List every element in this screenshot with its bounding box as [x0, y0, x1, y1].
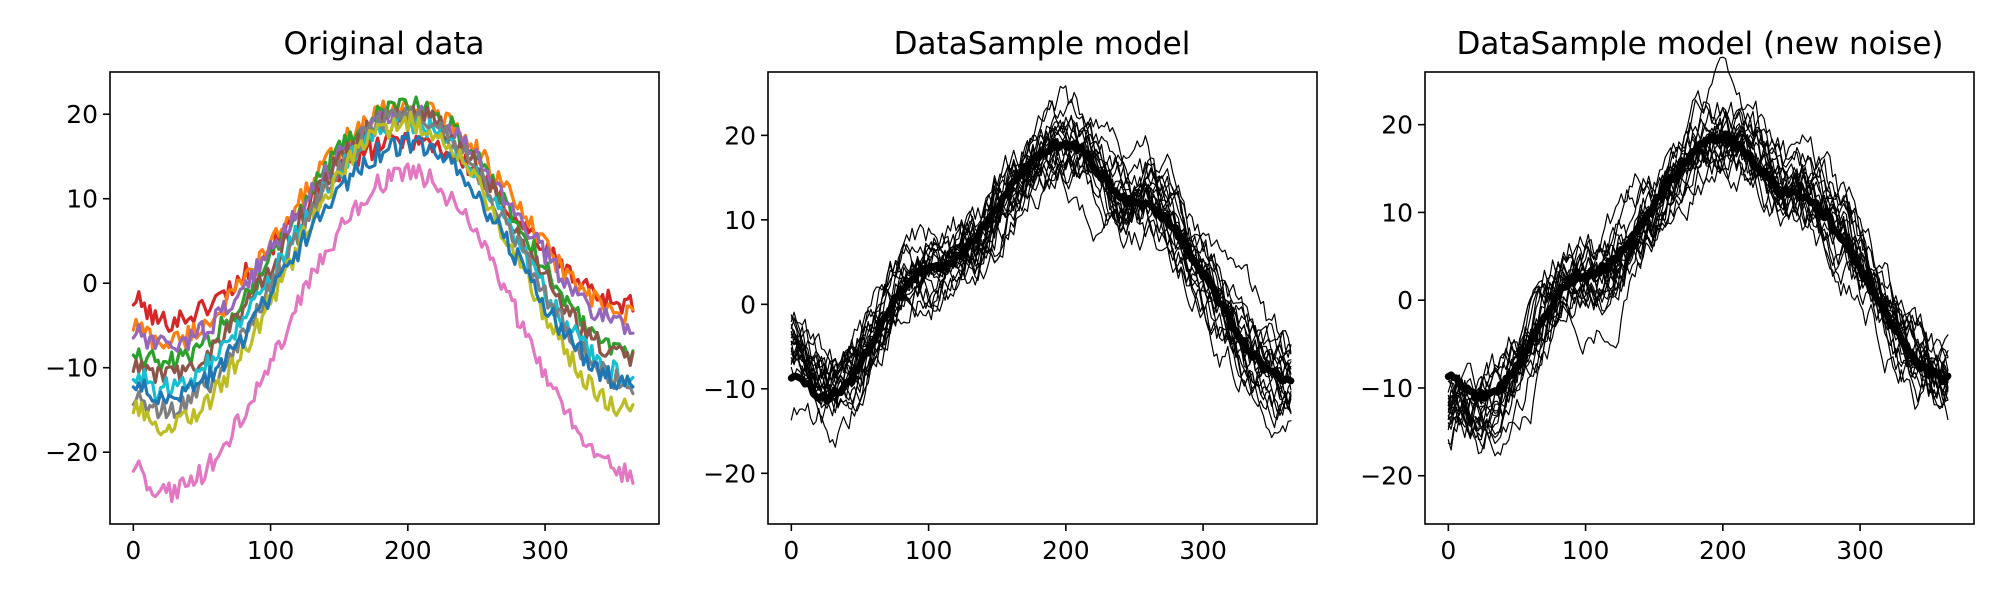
- y-tick-label: 0: [82, 269, 98, 298]
- x-tick-label: 300: [521, 536, 569, 565]
- y-tick-label: 10: [66, 185, 98, 214]
- sample-line: [790, 167, 1292, 421]
- series-layer: [787, 85, 1295, 448]
- panel-original-data: Original data 0 100 200 300 −20 −10 0 10 20: [45, 26, 660, 565]
- y-tick-label: −20: [703, 459, 756, 488]
- x-tick-label: 200: [1042, 536, 1090, 565]
- plot-frame: [1424, 71, 1975, 525]
- y-tick-label: 0: [740, 290, 756, 319]
- ticks-layer: 0 100 200 300 −20 −10 0 10 20: [703, 121, 1227, 565]
- sample-line: [790, 147, 1292, 404]
- y-tick-label: 20: [724, 121, 756, 150]
- series-layer: [1444, 56, 1952, 457]
- series-layer: [131, 95, 635, 504]
- x-tick-label: 0: [783, 536, 799, 565]
- x-tick-label: 100: [905, 536, 953, 565]
- y-tick-label: −10: [45, 354, 98, 383]
- ticks-layer: 0 100 200 300 −20 −10 0 10 20: [45, 100, 569, 565]
- x-tick-label: 200: [1699, 536, 1747, 565]
- series-line: [131, 162, 635, 504]
- ticks-layer: 0 100 200 300 −20 −10 0 10 20: [1360, 111, 1884, 565]
- series-line: [131, 130, 635, 333]
- y-tick-label: 20: [66, 100, 98, 129]
- y-tick-label: 0: [1397, 286, 1413, 315]
- series-line: [131, 131, 635, 406]
- x-tick-label: 0: [1440, 536, 1456, 565]
- plot-frame: [767, 71, 1318, 525]
- sample-line: [790, 143, 1292, 399]
- y-tick-label: 10: [724, 206, 756, 235]
- mean-line: [1444, 130, 1952, 403]
- x-tick-label: 0: [125, 536, 141, 565]
- y-tick-label: −10: [1360, 374, 1413, 403]
- x-tick-label: 300: [1836, 536, 1884, 565]
- mean-line: [787, 138, 1295, 405]
- y-tick-label: −20: [1360, 462, 1413, 491]
- panel-title: Original data: [284, 26, 485, 62]
- y-tick-label: 20: [1381, 111, 1413, 140]
- x-tick-label: 100: [247, 536, 295, 565]
- series-line: [131, 105, 635, 384]
- y-tick-label: 10: [1381, 198, 1413, 227]
- panel-title: DataSample model (new noise): [1456, 26, 1943, 62]
- y-tick-label: −10: [703, 375, 756, 404]
- sample-line: [1447, 117, 1949, 410]
- series-line: [131, 110, 635, 437]
- panel-datasample-model: DataSample model 0 100 200 300 −20 −10 0 10 20: [703, 26, 1318, 565]
- panel-datasample-model-new-noise: DataSample model (new noise) 0 100 200 300−…: [1360, 26, 1975, 565]
- sample-line: [790, 100, 1292, 404]
- panel-title: DataSample model: [894, 26, 1191, 62]
- sample-line: [790, 135, 1292, 426]
- x-tick-label: 100: [1562, 536, 1610, 565]
- y-tick-label: −20: [45, 438, 98, 467]
- plot-frame: [109, 71, 660, 525]
- x-tick-label: 300: [1179, 536, 1227, 565]
- x-tick-label: 200: [384, 536, 432, 565]
